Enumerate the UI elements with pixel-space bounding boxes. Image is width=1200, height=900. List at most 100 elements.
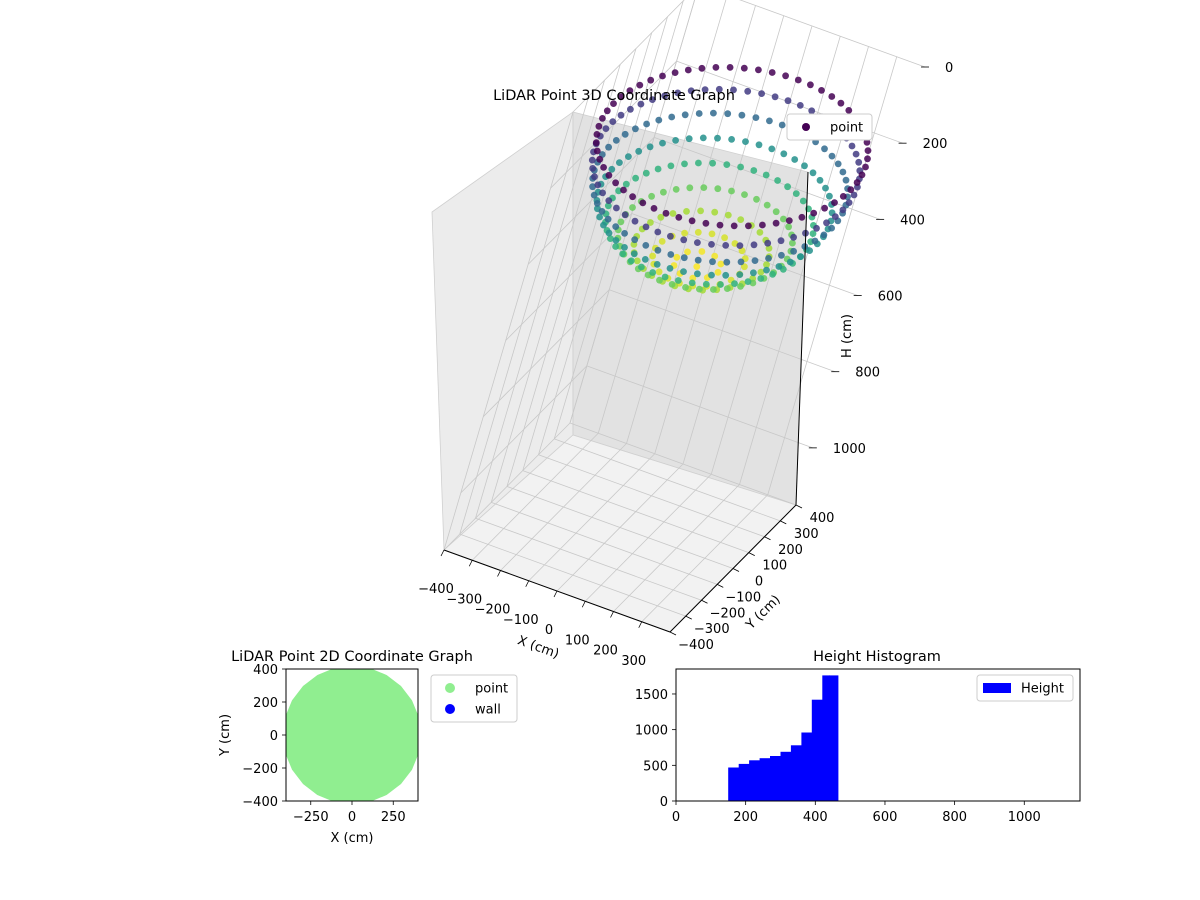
bowl-point (757, 275, 765, 282)
bowl-point (762, 171, 770, 179)
bowl-point (774, 177, 781, 184)
z-tick-label-3d: 200 (923, 137, 948, 152)
bowl-point (785, 223, 792, 231)
y-tick-label-3d: −200 (710, 606, 746, 621)
bowl-point (667, 162, 675, 170)
bowl-point (768, 69, 776, 76)
bowl-point (862, 163, 869, 171)
bowl-point (771, 93, 779, 101)
bowl-point (811, 237, 819, 245)
bowl-point (685, 135, 693, 143)
bowl-point (612, 237, 620, 244)
grid-line-z-back (609, 289, 836, 373)
bowl-point (604, 202, 612, 210)
bowl-point (702, 280, 710, 288)
bowl-point (839, 168, 847, 176)
histogram-bar (822, 675, 830, 801)
bowl-point (617, 93, 625, 101)
bowl-point (667, 251, 675, 258)
bowl-point (709, 159, 716, 167)
grid-line-y-floor (475, 517, 702, 601)
bowl-point (694, 239, 701, 247)
bowl-point (710, 109, 717, 117)
bowl-point (797, 253, 804, 260)
bowl-point (710, 286, 717, 293)
y-tick-label-3d: 0 (755, 575, 763, 590)
bowl-point (724, 110, 732, 118)
y-tick-label-3d: −100 (725, 590, 761, 605)
bowl-point (699, 134, 707, 142)
bowl-point (600, 164, 607, 171)
bowl-point (655, 116, 663, 124)
bowl-point (588, 156, 596, 164)
histogram-bar (780, 751, 792, 801)
bowl-point (772, 208, 780, 216)
bowl-point (816, 176, 824, 184)
grid-line-x-back (710, 36, 841, 475)
x-tick-label-histogram: 800 (942, 810, 967, 825)
bowl-point (785, 217, 793, 225)
bowl-point (711, 252, 719, 260)
bowl-point (694, 228, 702, 236)
y-tick-label-3d: 400 (810, 511, 835, 526)
bowl-point (784, 183, 791, 191)
bowl-point (647, 76, 655, 84)
bowl-point (730, 222, 738, 230)
bowl-point (594, 181, 602, 189)
bowl-point (669, 210, 677, 217)
bowl-point (828, 224, 835, 232)
bowl-point (708, 230, 716, 238)
bowl-point (821, 145, 828, 153)
bowl-point (789, 239, 796, 247)
bowl-point (631, 236, 639, 244)
y-tick-3d (795, 504, 803, 509)
bowl-point (808, 107, 816, 115)
x-tick-label-3d: 200 (593, 644, 618, 659)
histogram-bar (811, 699, 823, 801)
bowl-point (741, 191, 748, 199)
axes-2d: LiDAR Point 2D Coordinate Graph −250 0 250… (218, 649, 518, 846)
bowl-point (700, 184, 708, 192)
bowl-point (806, 247, 813, 255)
x-tick-label-3d: 0 (545, 623, 553, 638)
bowl-point (753, 195, 760, 203)
bowl-point (632, 174, 639, 182)
legend-label-height: Height (1021, 682, 1064, 697)
x-tick-label-3d: −300 (446, 592, 482, 607)
bowl-point (654, 165, 662, 173)
bowl-point (763, 201, 771, 209)
grid-line-z-back (631, 213, 858, 296)
grid-line-z-back (653, 136, 881, 220)
bowl-point (794, 76, 802, 84)
bowl-point (722, 242, 730, 249)
z-axis-line-3d (795, 171, 809, 506)
bowl-point (780, 215, 787, 223)
frame-histogram (675, 668, 1081, 802)
histogram-bar (728, 767, 740, 801)
bowl-point (716, 221, 724, 229)
y-tick-label-3d: 100 (762, 559, 787, 574)
bowl-point (675, 214, 683, 221)
bowl-point (605, 197, 613, 205)
bowl-point (864, 147, 872, 155)
bowl-point (738, 247, 746, 255)
bowl-point (852, 150, 860, 158)
bowl-point (621, 130, 629, 138)
bowl-point (764, 239, 772, 247)
x-tick-3d (440, 549, 445, 557)
bowl-point (613, 204, 620, 212)
bowl-point (744, 87, 752, 95)
bowl-point (589, 165, 597, 172)
bowl-point (790, 233, 797, 241)
bowl-point (619, 250, 627, 258)
bowl-point (769, 270, 776, 278)
y-tick-label-2d: 400 (253, 663, 278, 678)
y-tick-label-histogram: 1500 (635, 688, 668, 703)
bowl-point (750, 269, 757, 277)
y-tick-label-3d: −300 (694, 622, 730, 637)
bowl-point (777, 237, 785, 245)
grid-line-y-floor (554, 438, 781, 522)
bowl-point (684, 248, 691, 256)
grid-line-x-back (654, 15, 785, 454)
bowl-point (845, 107, 853, 114)
